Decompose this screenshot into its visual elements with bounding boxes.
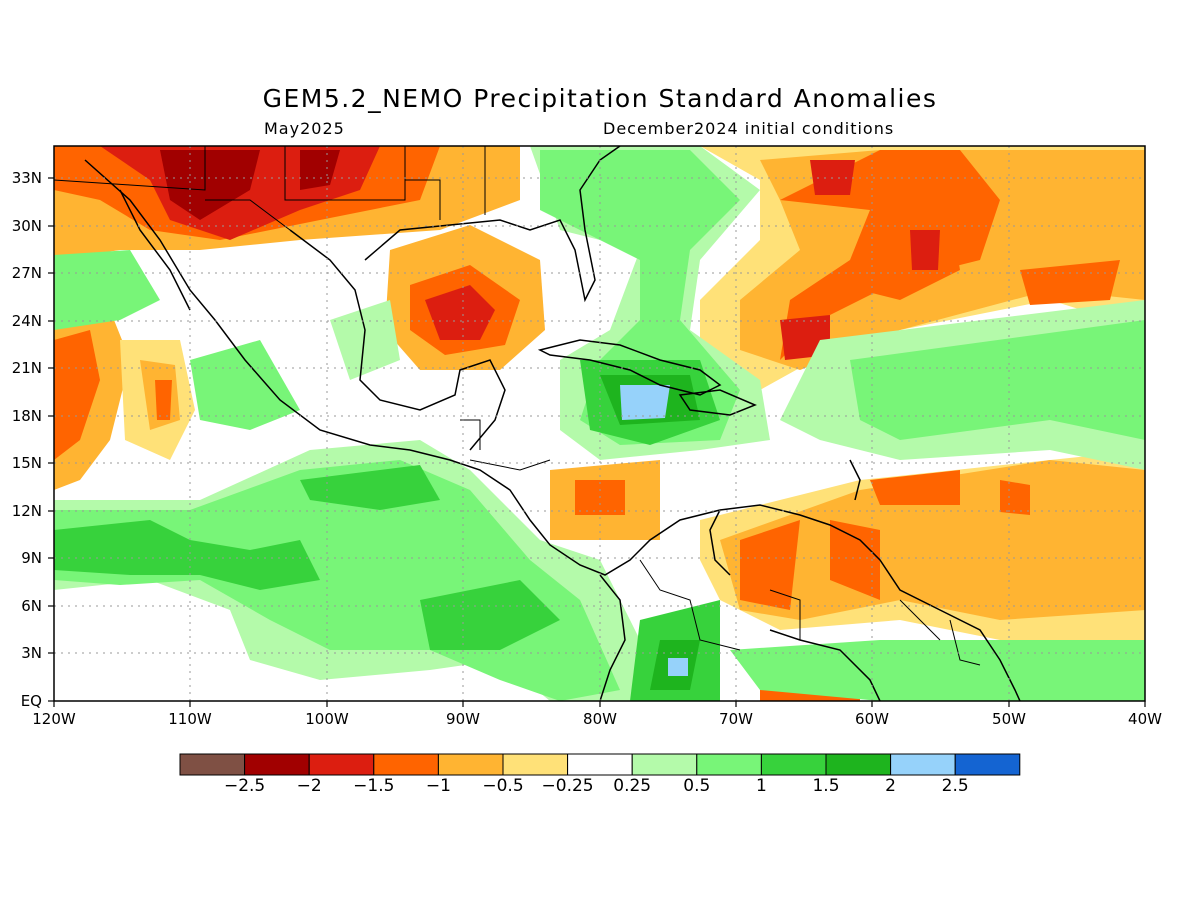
lon-label-40w: 40W [1128,710,1162,728]
colorbar-label: −1 [425,776,451,796]
colorbar-swatch [373,753,439,776]
lon-label-50w: 50W [992,710,1026,728]
lon-label-80w: 80W [583,710,617,728]
colorbar-swatch [308,753,375,776]
lon-label-110w: 110W [168,710,212,728]
colorbar-label: 1.5 [812,776,840,796]
lat-label-18n: 18N [11,407,42,425]
lat-label-12n: 12N [11,502,42,520]
colorbar-swatch [631,753,698,776]
lat-label-3n: 3N [21,644,42,662]
colorbar-swatch [954,753,1021,776]
colorbar-swatch [437,753,504,776]
colorbar-swatch [502,753,569,776]
lon-label-60w: 60W [855,710,889,728]
colorbar-label: 0.5 [683,776,711,796]
lat-label-6n: 6N [21,597,42,615]
colorbar-label: −0.25 [541,776,594,796]
lon-label-100w: 100W [305,710,349,728]
initial-conditions-label: December2024 initial conditions [603,119,895,138]
anomaly-field [54,146,1145,701]
lat-label-33n: 33N [11,169,42,187]
lon-label-120w: 120W [32,710,76,728]
colorbar-label: −0.5 [482,776,524,796]
lat-label-30n: 30N [11,217,42,235]
lon-label-70w: 70W [719,710,753,728]
lat-label-15n: 15N [11,454,42,472]
colorbar-label: 2 [885,776,896,796]
lat-label-27n: 27N [11,264,42,282]
colorbar-swatch [567,753,633,776]
colorbar [179,753,1021,776]
map-title: GEM5.2_NEMO Precipitation Standard Anoma… [262,84,938,113]
lon-label-90w: 90W [446,710,480,728]
colorbar-label: −2.5 [223,776,266,796]
coastlines [84,146,1021,701]
colorbar-label: −2 [296,776,322,796]
lat-label-24n: 24N [11,312,42,330]
colorbar-swatch [760,753,827,776]
colorbar-swatch [825,753,892,776]
colorbar-swatch [179,753,246,776]
colorbar-label: 2.5 [941,776,969,796]
lat-label-eq: EQ [20,692,42,710]
forecast-month: May2025 [264,119,345,138]
colorbar-swatch [244,753,310,776]
gridlines [54,146,1145,701]
colorbar-label: 1 [755,776,767,796]
colorbar-swatch [696,753,762,776]
tick-marks [48,177,1146,707]
colorbar-swatch [890,753,956,776]
lat-label-21n: 21N [11,359,42,377]
lat-label-9n: 9N [21,549,42,567]
borders [54,146,981,666]
colorbar-label: 0.25 [613,776,652,796]
colorbar-label: −1.5 [353,776,395,796]
